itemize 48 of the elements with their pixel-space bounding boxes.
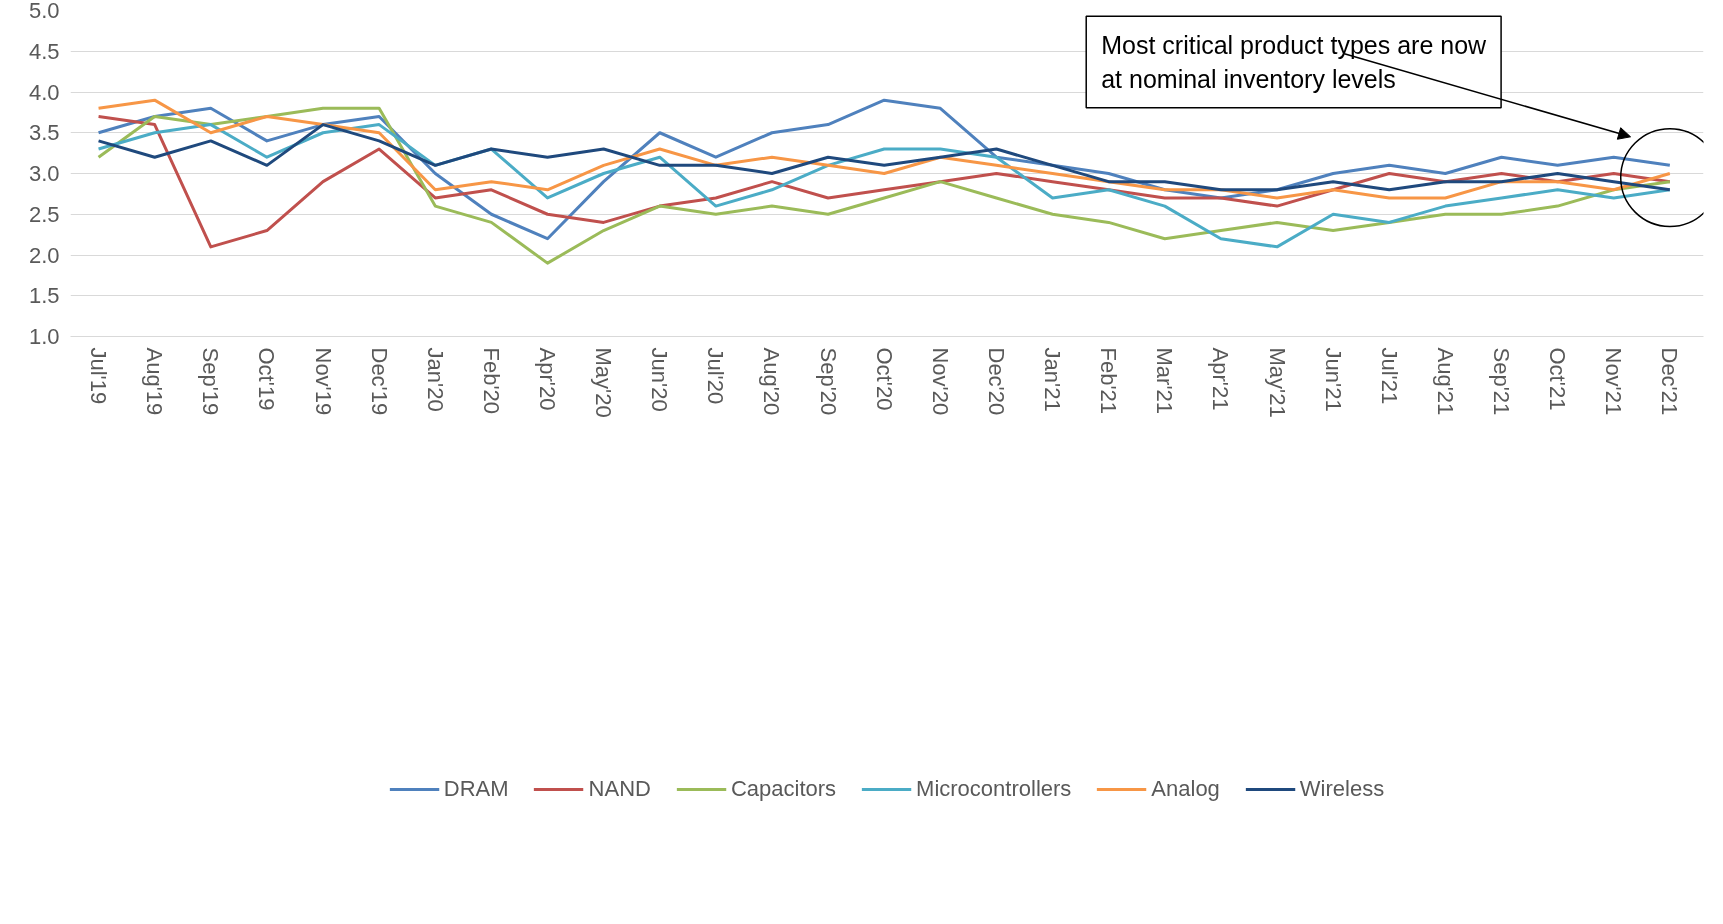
x-tick-label: Sep'19 bbox=[198, 347, 224, 416]
x-tick-label: Dec'20 bbox=[983, 347, 1009, 416]
x-tick-label: Feb'21 bbox=[1096, 347, 1122, 415]
x-tick-label: Jul'21 bbox=[1376, 347, 1402, 405]
y-tick-label: 2.5 bbox=[28, 201, 60, 227]
x-tick-label: Mar'21 bbox=[1152, 347, 1178, 415]
x-tick-label: Dec'19 bbox=[366, 347, 392, 416]
legend-label: Wireless bbox=[1299, 775, 1385, 802]
x-tick-label: May'21 bbox=[1264, 347, 1290, 418]
y-tick-label: 1.5 bbox=[28, 283, 60, 309]
y-tick-label: 3.0 bbox=[28, 161, 60, 186]
x-tick-label: Sep'20 bbox=[815, 347, 841, 416]
y-tick-label: 2.0 bbox=[28, 242, 60, 268]
x-tick-label: Jun'21 bbox=[1320, 347, 1346, 412]
x-tick-label: Sep'21 bbox=[1488, 347, 1514, 416]
x-tick-label: Aug'19 bbox=[142, 347, 168, 416]
x-tick-label: Jan'21 bbox=[1040, 347, 1066, 412]
x-tick-label: Oct'21 bbox=[1545, 347, 1571, 411]
x-tick-label: Dec'21 bbox=[1657, 347, 1683, 416]
x-tick-label: Apr'21 bbox=[1208, 347, 1234, 411]
x-tick-label: Nov'21 bbox=[1601, 347, 1627, 416]
legend-label: Analog bbox=[1151, 775, 1220, 802]
x-tick-label: Jan'20 bbox=[422, 347, 448, 412]
x-tick-label: Jul'19 bbox=[86, 347, 112, 405]
x-tick-label: Oct'20 bbox=[871, 347, 897, 411]
x-tick-label: Jun'20 bbox=[647, 347, 673, 412]
line-series bbox=[97, 123, 1672, 192]
y-tick-label: 4.5 bbox=[28, 38, 60, 64]
annotation: Most critical product types are now at nominal inventory levels bbox=[1101, 31, 1488, 93]
y-tick-label: 3.5 bbox=[28, 120, 60, 146]
x-tick-label: Oct'19 bbox=[254, 347, 280, 411]
y-tick-label: 5.0 bbox=[28, 0, 60, 23]
x-tick-label: Feb'20 bbox=[478, 347, 504, 415]
legend-label: NAND bbox=[588, 775, 651, 802]
x-tick-label: Jul'20 bbox=[703, 347, 729, 405]
line-series bbox=[97, 98, 1672, 200]
y-tick-label: 4.0 bbox=[28, 79, 60, 105]
legend-label: Capacitors bbox=[730, 775, 837, 802]
x-tick-label: Apr'20 bbox=[534, 347, 560, 411]
x-tick-label: Nov'19 bbox=[310, 347, 336, 416]
x-tick-label: May'20 bbox=[591, 347, 617, 418]
x-tick-label: Aug'20 bbox=[759, 347, 785, 416]
x-tick-label: Nov'20 bbox=[927, 347, 953, 416]
x-tick-label: Aug'21 bbox=[1432, 347, 1458, 416]
line-series bbox=[97, 106, 1672, 265]
legend-label: DRAM bbox=[443, 775, 509, 802]
legend-label: Microcontrollers bbox=[916, 775, 1072, 802]
y-tick-label: 1.0 bbox=[28, 324, 60, 349]
